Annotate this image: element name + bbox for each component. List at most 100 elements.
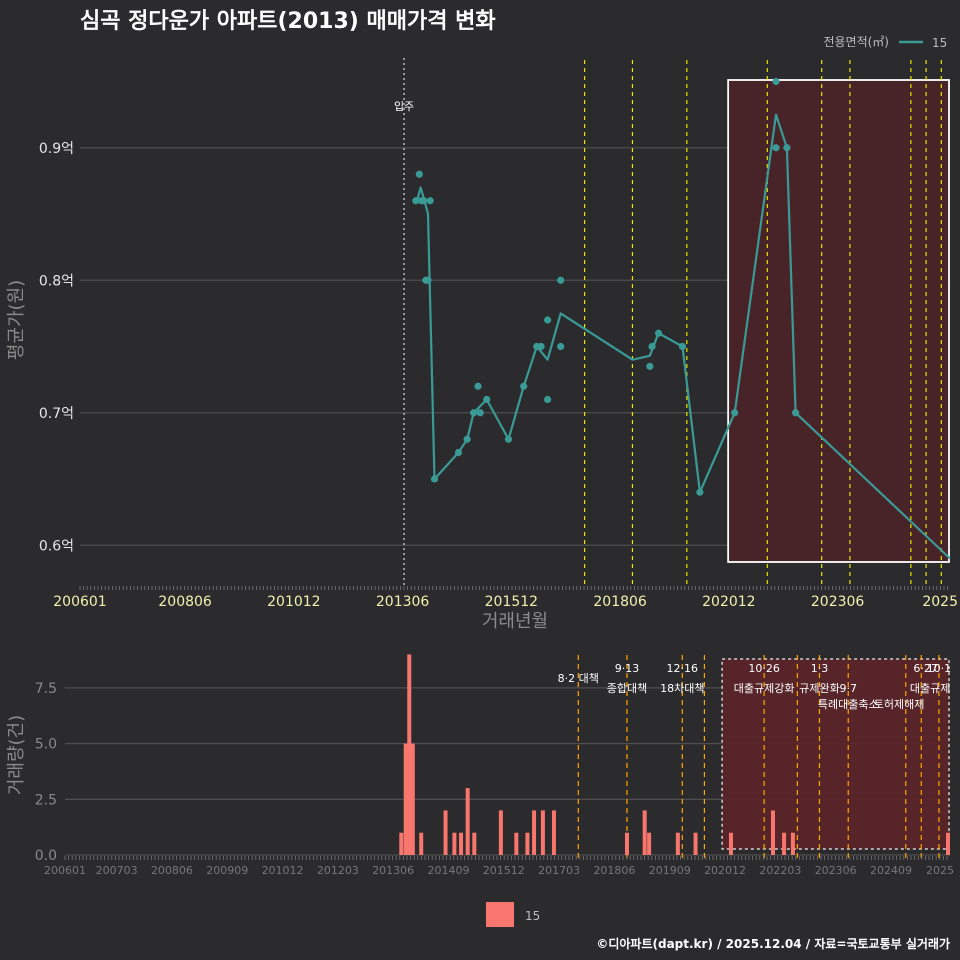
price-point: [463, 435, 471, 443]
policy-annotation: 규제완화: [799, 682, 839, 695]
policy-annotation: 1·3: [811, 662, 829, 675]
volume-bar: [472, 832, 477, 855]
policy-annotation: 12·16: [667, 662, 699, 675]
volume-bar: [459, 832, 464, 855]
price-point: [454, 448, 463, 457]
volume-bar: [647, 832, 652, 855]
price-point: [783, 144, 791, 152]
y2-tick-label: 2.5: [35, 792, 57, 808]
volume-bar: [399, 832, 404, 855]
x-tick-label: 2025: [922, 594, 958, 610]
volume-bar: [403, 743, 408, 855]
x2-tick-label: 201203: [317, 864, 359, 877]
volume-bar: [410, 743, 415, 855]
x-tick-label: 201806: [593, 594, 647, 610]
x2-tick-label: 202203: [759, 864, 801, 877]
footer-credit: ©디아파트(dapt.kr) / 2025.12.04 / 자료=국토교통부 실…: [596, 936, 950, 951]
price-point: [648, 342, 656, 351]
policy-annotation: 8·2 대책: [558, 672, 599, 685]
price-point: [430, 475, 439, 483]
price-point: [696, 488, 704, 496]
x-axis-title: 거래년월: [482, 611, 548, 632]
price-point: [424, 276, 432, 284]
price-point: [772, 144, 780, 152]
y2-tick-label: 5.0: [35, 737, 57, 753]
x2-tick-label: 200806: [151, 864, 193, 877]
x2-tick-label: 201909: [649, 864, 691, 877]
move-in-label: 입주: [394, 100, 414, 113]
x2-tick-label: 201512: [483, 864, 525, 877]
x2-tick-label: 201703: [538, 864, 580, 877]
price-point: [791, 409, 800, 417]
price-panel: 0.6억 0.7억 0.8억 0.9억 입주 200601 200806 201012 2013…: [6, 58, 958, 632]
price-point: [678, 342, 687, 351]
volume-bar: [419, 832, 424, 855]
y-tick-label: 0.6억: [39, 538, 74, 554]
volume-panel: 0.0 2.5 5.0 7.5 8·2 대책 9·13 종합대책 12·16 18차대책 10·2…: [6, 654, 954, 877]
x2-tick-label: 201012: [262, 864, 304, 877]
volume-bar: [452, 832, 457, 855]
price-point: [483, 395, 491, 404]
x2-tick-label: 201306: [372, 864, 414, 877]
policy-annotation: 종합대책: [607, 682, 647, 695]
policy-annotation: 9·7: [839, 682, 857, 695]
price-point: [426, 197, 434, 205]
volume-bar: [498, 810, 503, 855]
volume-bar: [407, 654, 412, 855]
x2-tick-label: 202012: [704, 864, 746, 877]
x2-tick-label: 2025: [926, 864, 954, 877]
x-tick-label: 201512: [485, 594, 538, 610]
x2-tick-label: 202306: [815, 864, 857, 877]
policy-annotation: 토허제해제: [874, 697, 925, 711]
chart-title: 심곡 정다운가 아파트(2013) 매매가격 변화: [80, 9, 496, 34]
policy-annotation: 특례대출축소: [818, 698, 879, 711]
price-point: [646, 362, 654, 370]
x2-tick-label: 201806: [593, 864, 635, 877]
policy-annotation: 10·26: [748, 662, 780, 675]
volume-bar: [693, 832, 698, 855]
volume-bar: [443, 810, 448, 855]
x-tick-label: 202012: [702, 594, 755, 610]
price-point: [537, 342, 545, 351]
volume-bar: [782, 832, 787, 855]
price-point: [504, 435, 513, 443]
x-tick-label: 202306: [811, 594, 865, 610]
volume-bar: [790, 832, 795, 855]
price-point: [654, 329, 663, 337]
volume-bar: [675, 832, 680, 855]
volume-bar: [771, 810, 775, 855]
x2-tick-label: 200601: [44, 864, 86, 877]
x-tick-label: 200601: [53, 594, 106, 610]
price-point: [557, 342, 565, 351]
y-axis-title: 평균가(원): [6, 280, 27, 360]
bar-legend-swatch: [486, 902, 514, 927]
y-tick-label: 0.9억: [39, 141, 74, 157]
bar-legend: 15: [486, 902, 540, 927]
volume-bar: [624, 832, 629, 855]
policy-annotation: 9·13: [615, 662, 640, 675]
y2-tick-label: 0.0: [35, 848, 57, 864]
policy-annotation: 10·1: [927, 662, 952, 675]
policy-annotation: 대출규제: [910, 682, 950, 695]
x-tick-label: 201012: [267, 594, 320, 610]
price-point: [470, 409, 478, 417]
bar-legend-label: 15: [525, 909, 540, 923]
price-point: [772, 77, 780, 86]
policy-annotation: 6·27: [913, 662, 938, 675]
policy-annotation: 대출규제강화: [734, 682, 795, 695]
y-tick-label: 0.8억: [39, 273, 74, 289]
price-point: [420, 197, 428, 205]
volume-bar: [532, 810, 537, 855]
policy-annotation: 18차대책: [660, 682, 704, 695]
x2-tick-label: 202409: [870, 864, 912, 877]
legend-title: 전용면적(㎡): [823, 35, 889, 49]
volume-bar: [525, 832, 530, 855]
highlight-region-volume: [721, 658, 950, 850]
volume-bar: [514, 832, 519, 855]
price-point: [557, 276, 565, 284]
y2-axis-title: 거래량(건): [6, 715, 27, 795]
price-point: [415, 170, 423, 178]
price-point: [476, 409, 484, 417]
price-point: [474, 382, 482, 390]
